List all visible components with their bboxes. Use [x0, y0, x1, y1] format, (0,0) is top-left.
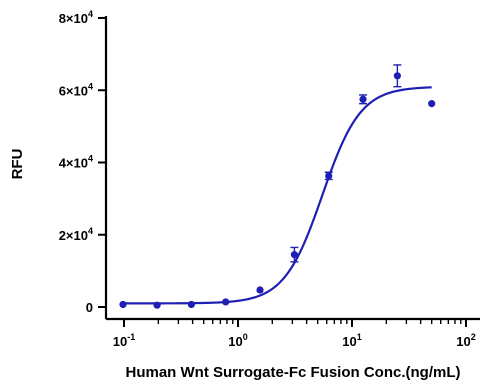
data-point	[256, 286, 264, 294]
y-tick-label-base: 6×10	[59, 83, 88, 98]
y-tick-label-base: 0	[86, 300, 93, 315]
y-tick-label: 6×104	[59, 81, 93, 98]
fit-curve	[123, 86, 432, 305]
data-point	[187, 300, 195, 309]
y-tick-label-exponent: 4	[88, 154, 93, 164]
y-tick-label: 8×104	[59, 9, 93, 26]
axes	[104, 16, 480, 321]
x-tick-label-base: 10	[228, 334, 242, 349]
x-tick-label: 102	[456, 332, 475, 349]
data-point	[119, 300, 127, 309]
x-tick-label: 100	[228, 332, 247, 349]
y-tick-label: 2×104	[59, 226, 93, 243]
data-point	[153, 301, 161, 309]
x-tick-label: 10-1	[113, 332, 135, 349]
y-tick-label-exponent: 4	[88, 9, 93, 19]
x-axis-title: Human Wnt Surrogate-Fc Fusion Conc.(ng/m…	[126, 364, 461, 381]
x-tick-label-exponent: 1	[357, 332, 362, 342]
data-point	[222, 298, 230, 306]
data-point	[428, 100, 436, 108]
y-tick-label-exponent: 4	[88, 81, 93, 91]
y-tick-label-base: 2×10	[59, 228, 88, 243]
x-tick-label-exponent: 2	[471, 332, 476, 342]
x-tick-label-base: 10	[113, 334, 127, 349]
data-point	[393, 72, 401, 80]
y-tick-label-base: 8×10	[59, 11, 88, 26]
y-tick-label-exponent: 4	[88, 226, 93, 236]
y-tick-label: 4×104	[59, 154, 93, 171]
plot-area	[119, 64, 436, 309]
x-tick-label-base: 10	[342, 334, 356, 349]
data-point	[325, 172, 333, 180]
y-axis-title: RFU	[9, 149, 26, 180]
x-tick-label-exponent: 0	[243, 332, 248, 342]
data-point	[359, 95, 367, 103]
data-point	[290, 251, 299, 259]
y-tick-label-base: 4×10	[59, 156, 88, 171]
x-tick-label: 101	[342, 332, 361, 349]
x-tick-label-exponent: -1	[127, 332, 135, 342]
x-tick-label-base: 10	[456, 334, 470, 349]
y-tick-label: 0	[86, 300, 93, 315]
x-ticks: 10-1 100 101 102	[113, 319, 476, 349]
